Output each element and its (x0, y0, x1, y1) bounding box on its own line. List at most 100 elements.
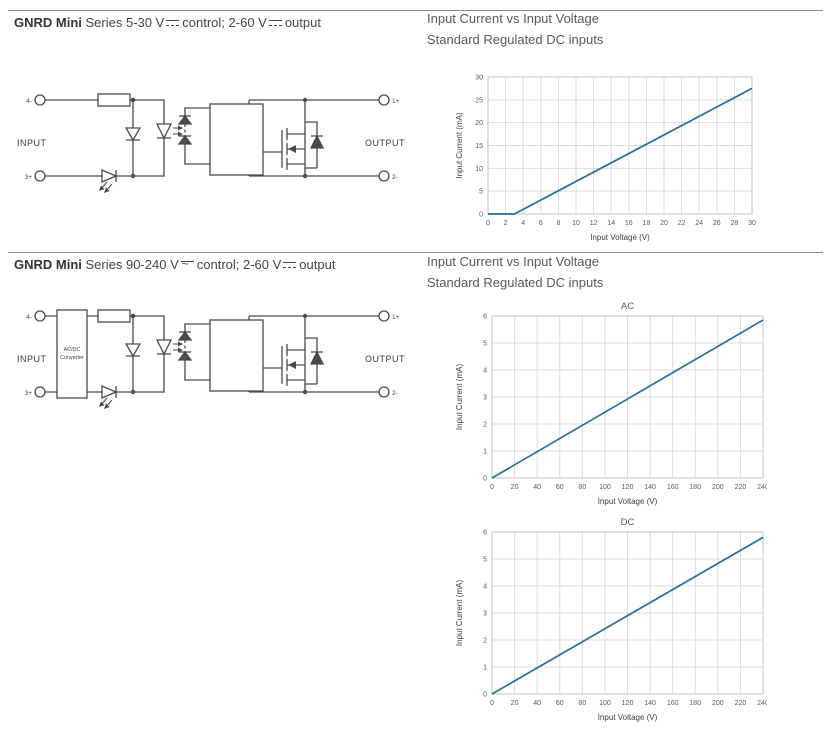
y-tick-label: 5 (483, 341, 487, 348)
arrowhead (178, 125, 183, 131)
output-terminal-2 (378, 170, 390, 182)
pin-label-2: 2- (392, 390, 398, 397)
pin-label-4: 4- (26, 314, 32, 321)
section-divider (8, 10, 823, 11)
x-tick-label: 160 (667, 700, 679, 707)
x-tick-label: 120 (622, 484, 634, 491)
x-tick-label: 240 (757, 484, 767, 491)
x-tick-label: 0 (486, 220, 490, 227)
chart-title: AC (621, 301, 634, 312)
body-diode (309, 134, 325, 149)
x-tick-label: 140 (644, 700, 656, 707)
zener-diode-bar (126, 139, 140, 176)
chart-header: Input Current vs Input Voltage Standard … (427, 251, 603, 293)
section-title-dc-control: GNRD Mini Series 5-30 V control; 2-60 V ou… (14, 15, 321, 30)
acdc-converter-box (56, 309, 88, 399)
y-tick-label: 20 (475, 120, 483, 127)
y-tick-label: 0 (483, 476, 487, 483)
x-tick-label: 60 (556, 700, 564, 707)
x-tick-label: 160 (667, 484, 679, 491)
pin-label-3: 3+ (25, 390, 33, 397)
y-axis-label: Input Current (mA) (455, 580, 464, 647)
title-mid: control; 2-60 V (182, 15, 267, 30)
ssr-schematic (34, 93, 390, 193)
dc-symbol (268, 19, 282, 28)
product-name: GNRD Mini (14, 15, 82, 30)
converter-label-line2: Converter (60, 355, 84, 361)
x-tick-label: 200 (712, 700, 724, 707)
zener-diode (124, 127, 142, 142)
data-line (491, 536, 764, 695)
x-tick-label: 20 (660, 220, 668, 227)
x-tick-label: 240 (757, 700, 767, 707)
arrowhead (104, 187, 110, 193)
dc-symbol (166, 19, 180, 28)
input-label: INPUT (17, 138, 47, 148)
y-tick-label: 3 (483, 611, 487, 618)
x-tick-label: 10 (572, 220, 580, 227)
input-terminal-3 (34, 170, 46, 182)
chart-header-line2: Standard Regulated DC inputs (427, 275, 604, 290)
x-tick-label: 220 (735, 484, 747, 491)
wire (116, 138, 165, 177)
x-tick-label: 140 (644, 484, 656, 491)
photodiode (177, 114, 193, 125)
y-tick-label: 4 (483, 368, 487, 375)
x-tick-label: 28 (731, 220, 739, 227)
x-tick-label: 0 (490, 484, 494, 491)
output-label: OUTPUT (365, 138, 405, 148)
chart-header: Input Current vs Input Voltage Standard … (427, 8, 603, 50)
pin-label-4: 4- (26, 98, 32, 105)
chart-header-line1: Input Current vs Input Voltage (427, 11, 599, 26)
y-tick-label: 1 (483, 665, 487, 672)
section-title-acdc-control: GNRD Mini Series 90-240 V control; 2-60 V… (14, 257, 335, 272)
x-tick-label: 80 (578, 700, 586, 707)
title-end: output (284, 15, 321, 30)
pin-label-1: 1+ (392, 314, 400, 321)
chart-input-current-vs-voltage-ac: 0 20 40 60 80 100 120 140 160 180 200 220 240 0 1 2 3 4 5 6… (455, 301, 767, 506)
y-axis-label: Input Current (mA) (455, 364, 464, 431)
input-terminal-4 (34, 94, 46, 106)
circuit-diagram-dc-control: 4- 3+ 1+ 2- INPUT OUTPUT (17, 93, 405, 193)
x-tick-label: 20 (511, 700, 519, 707)
y-tick-label: 10 (475, 166, 483, 173)
chart-header-line1: Input Current vs Input Voltage (427, 254, 599, 269)
pin-label-1: 1+ (392, 98, 400, 105)
x-tick-label: 4 (521, 220, 525, 227)
x-tick-label: 16 (625, 220, 633, 227)
x-axis-label: Input Voltage (V) (598, 713, 658, 722)
x-tick-label: 100 (599, 700, 611, 707)
wire (184, 144, 210, 165)
wire (130, 99, 165, 124)
converter-label-line1: AC/DC (64, 347, 81, 353)
title-series: Series 90-240 V (85, 257, 179, 272)
title-mid: control; 2-60 V (196, 257, 282, 272)
y-tick-label: 6 (483, 314, 487, 321)
x-tick-label: 180 (689, 484, 701, 491)
x-tick-label: 24 (695, 220, 703, 227)
photodiode (177, 134, 193, 145)
dc-symbol (283, 261, 297, 270)
output-terminal-1 (378, 94, 390, 106)
chart-title: DC (621, 517, 635, 528)
data-line (488, 87, 753, 215)
pin-label-2: 2- (392, 174, 398, 181)
section-divider (8, 252, 823, 253)
chart-header-line2: Standard Regulated DC inputs (427, 32, 604, 47)
y-tick-label: 0 (483, 692, 487, 699)
y-tick-label: 6 (483, 530, 487, 537)
product-name: GNRD Mini (14, 257, 82, 272)
x-tick-label: 180 (689, 700, 701, 707)
y-tick-label: 3 (483, 395, 487, 402)
x-axis-label: Input Voltage (V) (598, 497, 658, 506)
x-tick-label: 12 (590, 220, 598, 227)
arrowhead (99, 185, 105, 191)
driver-ic-box (209, 103, 264, 176)
x-tick-label: 30 (748, 220, 756, 227)
x-tick-label: 200 (712, 484, 724, 491)
y-tick-label: 1 (483, 449, 487, 456)
opto-led (155, 123, 173, 140)
y-tick-label: 15 (475, 143, 483, 150)
chart-input-current-vs-voltage-dc: 0 2 4 6 8 10 12 14 16 18 20 22 24 26 28 30051015202530I… (455, 75, 756, 243)
